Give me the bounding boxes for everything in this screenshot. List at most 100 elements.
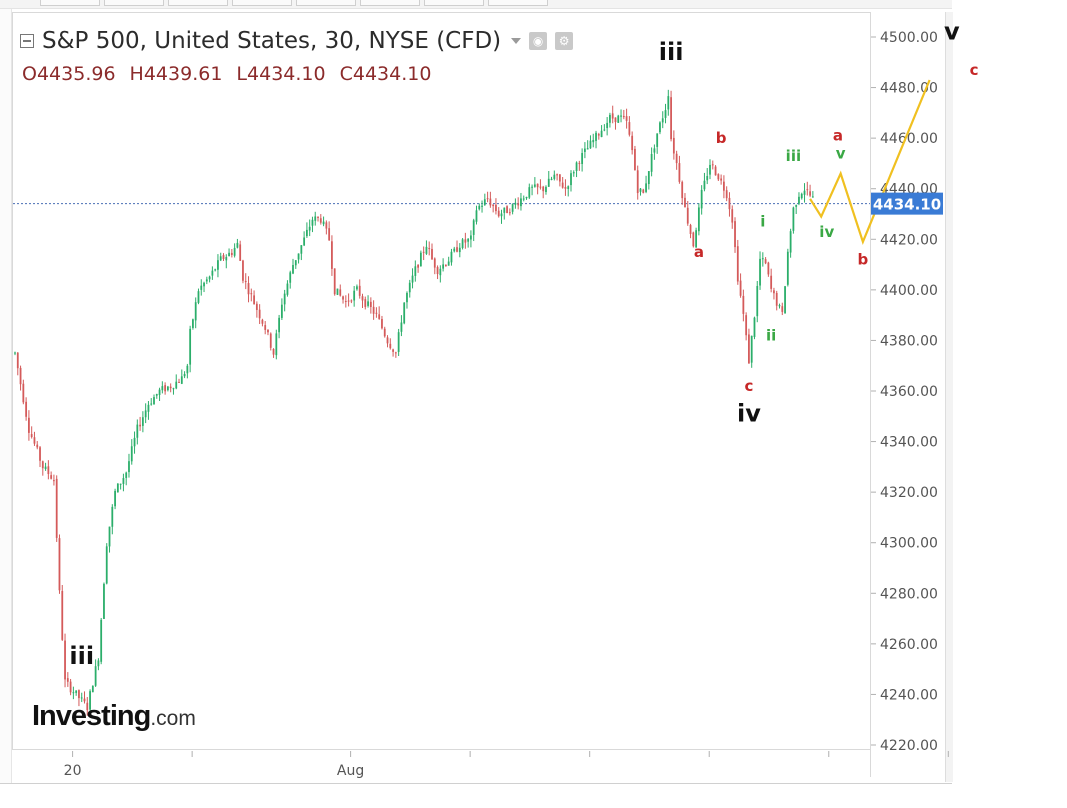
candle-body [66,678,69,682]
candle-body [394,352,397,354]
wave-projection-line [809,79,931,245]
candle-body [167,386,169,391]
candle-body [483,199,486,205]
candle-body [331,241,333,269]
candle-body [25,401,28,417]
toolbar-button[interactable] [232,0,292,6]
gear-icon[interactable]: ⚙ [555,32,574,50]
toolbar-button[interactable] [424,0,484,6]
candle-body [39,447,41,461]
collapse-icon[interactable] [20,34,34,48]
candle-body [403,302,406,324]
candle-body [236,242,239,248]
price-scale-scrollbar[interactable] [945,12,953,782]
candle-body [350,300,353,302]
candle-body [536,183,539,188]
candle-body [344,300,347,302]
candle-body [386,337,389,344]
candle-body [97,660,100,667]
candle-body [80,697,83,699]
left-edge-strip [0,0,12,784]
candle-body [578,162,581,164]
candle-body [492,204,495,207]
price-badge-label: 4434.10 [873,196,941,214]
candle-body [686,207,689,224]
price-badge-box [871,192,943,215]
candle-body [361,296,364,301]
toolbar-button[interactable] [488,0,548,6]
candle-body [659,122,661,133]
candle-body [595,132,597,141]
chart-header: S&P 500, United States, 30, NYSE (CFD) ◉… [20,28,574,54]
eye-icon[interactable]: ◉ [529,32,548,50]
ohlc-open: O4435.96 [22,63,116,85]
candle-body [759,258,761,286]
candle-body [436,267,439,275]
candle-body [272,348,275,355]
candle-body [725,190,728,199]
candle-body [475,210,478,222]
candle-body [647,171,650,185]
candle-body [22,383,25,403]
candle-body [703,180,706,190]
candle-body [406,292,408,303]
candle-body [175,381,178,389]
candle-body [317,216,319,218]
candle-body [389,343,392,349]
symbol-title[interactable]: S&P 500, United States, 30, NYSE (CFD) [42,28,502,54]
candle-body [631,135,634,151]
candle-body [78,690,80,699]
candle-body [153,397,155,405]
wave-label: iii [69,642,94,670]
candle-body [306,229,308,237]
candle-body [711,164,714,166]
y-tick-label: 4240.00 [880,687,938,703]
wave-label: iv [737,399,761,427]
y-tick-label: 4320.00 [880,485,938,501]
candle-body [53,480,55,482]
wave-label: a [694,243,704,261]
toolbar-button[interactable] [168,0,228,6]
candle-body [392,349,394,352]
toolbar-button[interactable] [296,0,356,6]
wave-label: iii [659,38,684,66]
candle-body [622,115,625,118]
candle-body [364,299,367,307]
candle-body [189,328,192,365]
candle-body [472,220,475,235]
candle-body [228,252,230,257]
candle-body [19,367,22,385]
chevron-down-icon[interactable] [511,38,522,44]
candle-body [114,490,116,507]
candle-body [431,248,433,260]
candle-body [539,186,542,188]
candle-body [461,239,464,248]
candle-body [103,583,105,619]
candle-body [164,385,167,392]
candle-body [723,181,725,191]
candle-body [795,205,798,207]
candle-body [211,270,214,276]
candle-body [383,328,386,337]
candle-body [230,252,233,255]
candle-body [219,256,222,261]
plot-area[interactable] [12,12,870,750]
y-tick-label: 4340.00 [880,435,938,451]
candle-body [489,198,492,206]
toolbar-button[interactable] [104,0,164,6]
candle-body [656,133,659,147]
y-tick-label: 4300.00 [880,536,938,552]
candle-body [244,280,247,283]
axis-ticks: 4220.00 4240.00 4260.00 4280.00 4300.00 4320.… [64,30,949,779]
toolbar-button[interactable] [360,0,420,6]
candle-body [289,272,292,283]
candle-body [525,196,528,199]
candle-body [542,186,545,192]
candle-body [478,205,481,210]
candle-body [634,148,636,171]
candle-body [172,388,175,390]
toolbar-button[interactable] [40,0,100,6]
top-toolbar [0,0,952,9]
wave-label: i [760,213,765,231]
